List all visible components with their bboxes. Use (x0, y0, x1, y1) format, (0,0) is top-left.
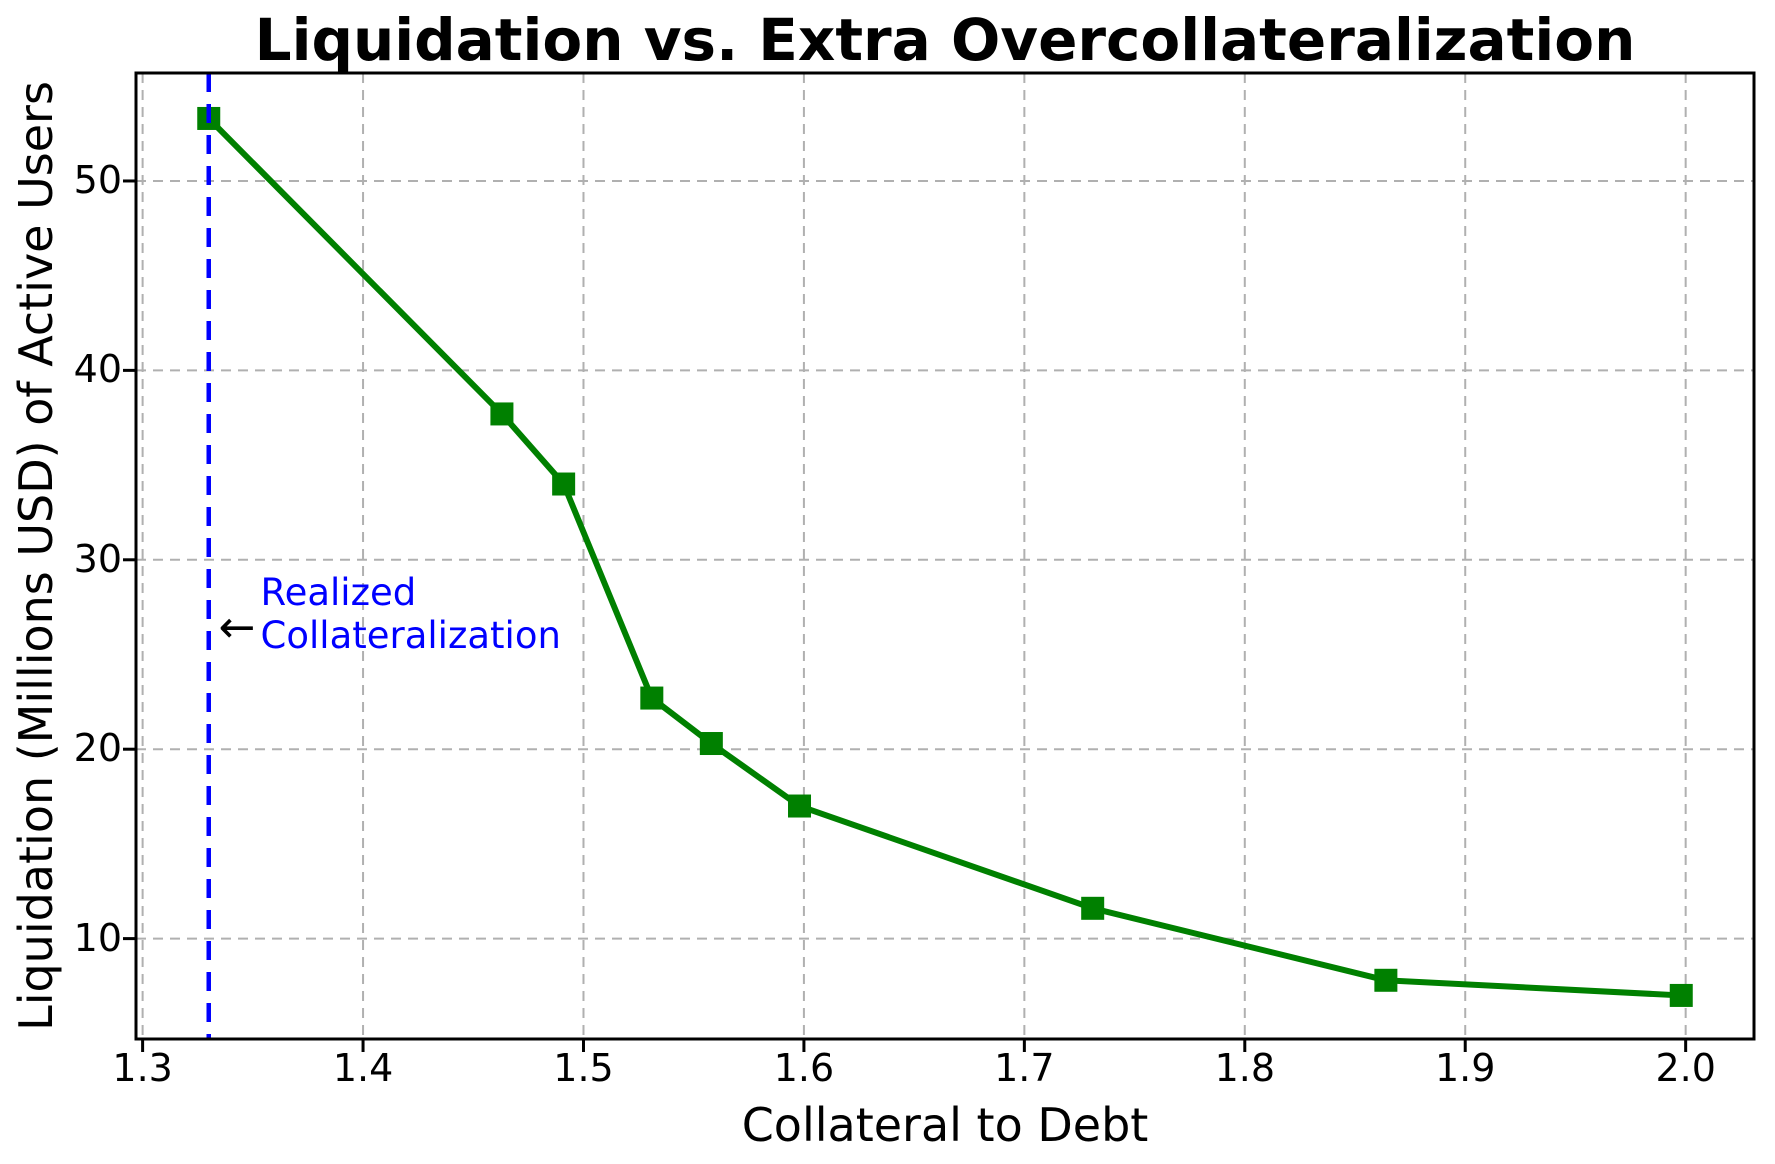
x-tick-label: 1.5 (553, 1046, 614, 1090)
data-point-marker (699, 732, 723, 756)
annotation-realized-collateralization: Realized Collateralization (260, 571, 561, 657)
data-point-marker (640, 686, 664, 710)
x-tick-label: 1.9 (1435, 1046, 1496, 1090)
data-point-marker (552, 472, 576, 496)
data-point-marker (490, 402, 514, 426)
data-point-marker (1669, 983, 1693, 1007)
x-tick-label: 1.3 (112, 1046, 173, 1090)
x-tick-label: 1.6 (773, 1046, 835, 1090)
data-point-marker (1374, 968, 1398, 992)
x-tick-label: 2.0 (1655, 1046, 1716, 1090)
annotation-line-2: Collateralization (260, 613, 561, 657)
y-tick-label: 10 (73, 915, 122, 960)
x-tick-label: 1.8 (1214, 1046, 1275, 1090)
y-tick-label: 50 (73, 158, 122, 203)
data-point-marker (788, 794, 812, 818)
y-tick-label: 30 (73, 536, 122, 581)
annotation-arrow-icon: ← (218, 601, 256, 653)
series-line (206, 116, 1682, 999)
x-axis-label: Collateral to Debt (741, 1098, 1149, 1152)
annotation-line-1: Realized (260, 571, 417, 615)
y-tick-label: 40 (73, 347, 122, 392)
y-tick-label: 20 (73, 726, 122, 771)
data-point-marker (1081, 896, 1105, 920)
chart-title: Liquidation vs. Extra Overcollateralizat… (254, 6, 1636, 74)
x-tick-label: 1.4 (332, 1046, 394, 1090)
plot-frame (134, 71, 1756, 1041)
x-tick-label: 1.7 (994, 1046, 1055, 1090)
